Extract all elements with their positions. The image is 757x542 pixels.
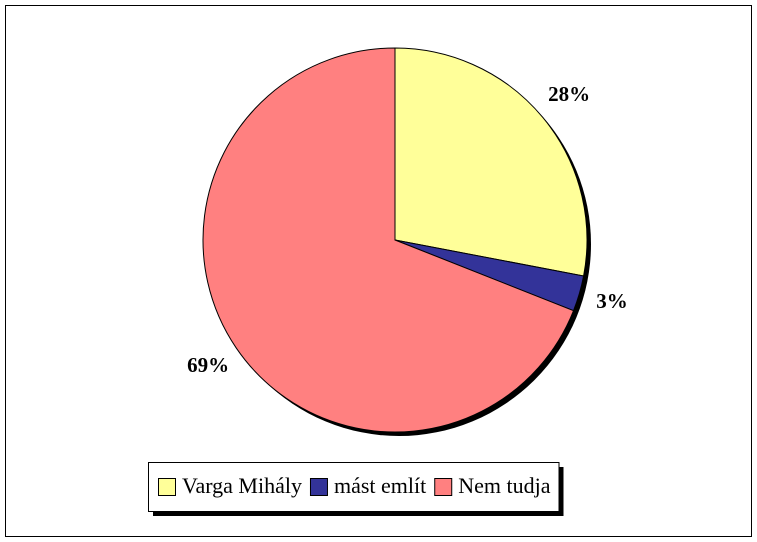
legend-swatch xyxy=(158,478,176,496)
value-label: 28% xyxy=(548,82,590,106)
pie-slice xyxy=(202,47,575,433)
value-label: 69% xyxy=(187,353,229,377)
value-label: 3% xyxy=(596,289,628,313)
pie-slice xyxy=(394,47,588,277)
legend-swatch xyxy=(309,478,328,496)
legend-box xyxy=(148,462,560,512)
pie: 28% 3% 69% xyxy=(187,47,628,436)
legend-swatch xyxy=(434,478,453,496)
legend-label: Nem tudja xyxy=(458,473,550,498)
legend-label: mást említ xyxy=(334,473,426,498)
legend: Varga Mihály mást említ Nem tudja xyxy=(148,462,564,516)
legend-label: Varga Mihály xyxy=(182,473,302,498)
